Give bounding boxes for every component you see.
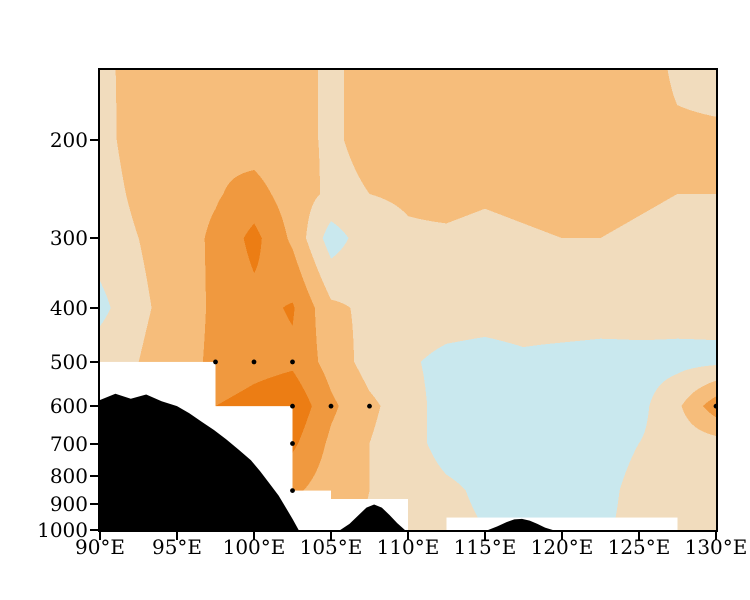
x-axis-tick — [253, 530, 255, 540]
y-axis-label: 400 — [49, 295, 88, 320]
x-axis-tick — [330, 530, 332, 540]
x-axis-label: 115°E — [453, 535, 517, 559]
x-axis-tick — [176, 530, 178, 540]
x-axis-label: 105°E — [299, 535, 363, 559]
x-axis-tick — [484, 530, 486, 540]
y-axis-tick — [90, 306, 100, 309]
x-axis-tick — [561, 530, 563, 540]
x-axis-label: 125°E — [607, 535, 671, 559]
y-axis-tick — [90, 442, 100, 445]
x-axis-label: 95°E — [151, 535, 203, 559]
y-axis-label: 600 — [49, 394, 88, 419]
y-axis-tick — [90, 138, 100, 141]
y-axis-tick — [90, 529, 100, 531]
y-axis-label: 700 — [49, 431, 88, 456]
y-axis-label: 500 — [49, 349, 88, 374]
y-axis-label: 200 — [49, 127, 88, 152]
y-axis-label: 900 — [49, 492, 88, 517]
x-axis-tick — [715, 530, 717, 540]
y-axis-tick — [90, 360, 100, 363]
y-axis-label: 1000 — [37, 518, 88, 542]
y-axis-tick — [90, 503, 100, 506]
y-axis-tick — [90, 405, 100, 408]
y-axis-tick — [90, 237, 100, 240]
y-axis-label: 800 — [49, 463, 88, 488]
x-axis-label: 120°E — [530, 535, 594, 559]
y-axis-label: 300 — [49, 226, 88, 251]
x-axis-label: 100°E — [222, 535, 286, 559]
y-axis-tick — [90, 474, 100, 477]
x-axis-label: 110°E — [376, 535, 440, 559]
contour-canvas — [100, 70, 716, 530]
x-axis-tick — [407, 530, 409, 540]
x-axis-label: 90°E — [74, 535, 126, 559]
x-axis-tick — [99, 530, 101, 540]
x-axis-label: 130°E — [684, 535, 748, 559]
x-axis-tick — [638, 530, 640, 540]
